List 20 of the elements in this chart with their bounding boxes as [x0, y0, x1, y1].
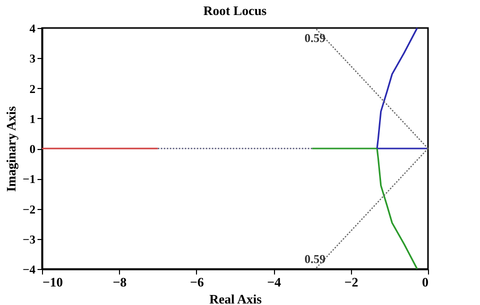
y-tick-label: 4 [30, 22, 36, 36]
y-tick-label: −1 [22, 172, 36, 186]
x-tick-label: 0 [422, 274, 428, 290]
chart-title: Root Locus [203, 3, 267, 18]
x-tick-label: −2 [344, 274, 358, 290]
y-tick-label: 0 [30, 142, 36, 156]
y-tick-label: −4 [22, 262, 36, 276]
y-tick-label: 1 [30, 112, 36, 126]
annotation: 0.59 [304, 31, 326, 45]
x-axis-title: Real Axis [209, 292, 262, 305]
x-tick-label: −6 [190, 274, 204, 290]
annotation: 0.59 [304, 252, 326, 266]
y-tick-label: −2 [22, 202, 36, 216]
x-tick-label: −8 [112, 274, 128, 290]
y-tick-label: 2 [30, 82, 36, 96]
x-tick-label: −4 [267, 274, 282, 290]
x-tick-label: −10 [42, 274, 63, 290]
y-tick-label: −3 [22, 232, 36, 246]
y-tick-label: 3 [30, 52, 36, 66]
y-axis-title: Imaginary Axis [4, 106, 19, 192]
